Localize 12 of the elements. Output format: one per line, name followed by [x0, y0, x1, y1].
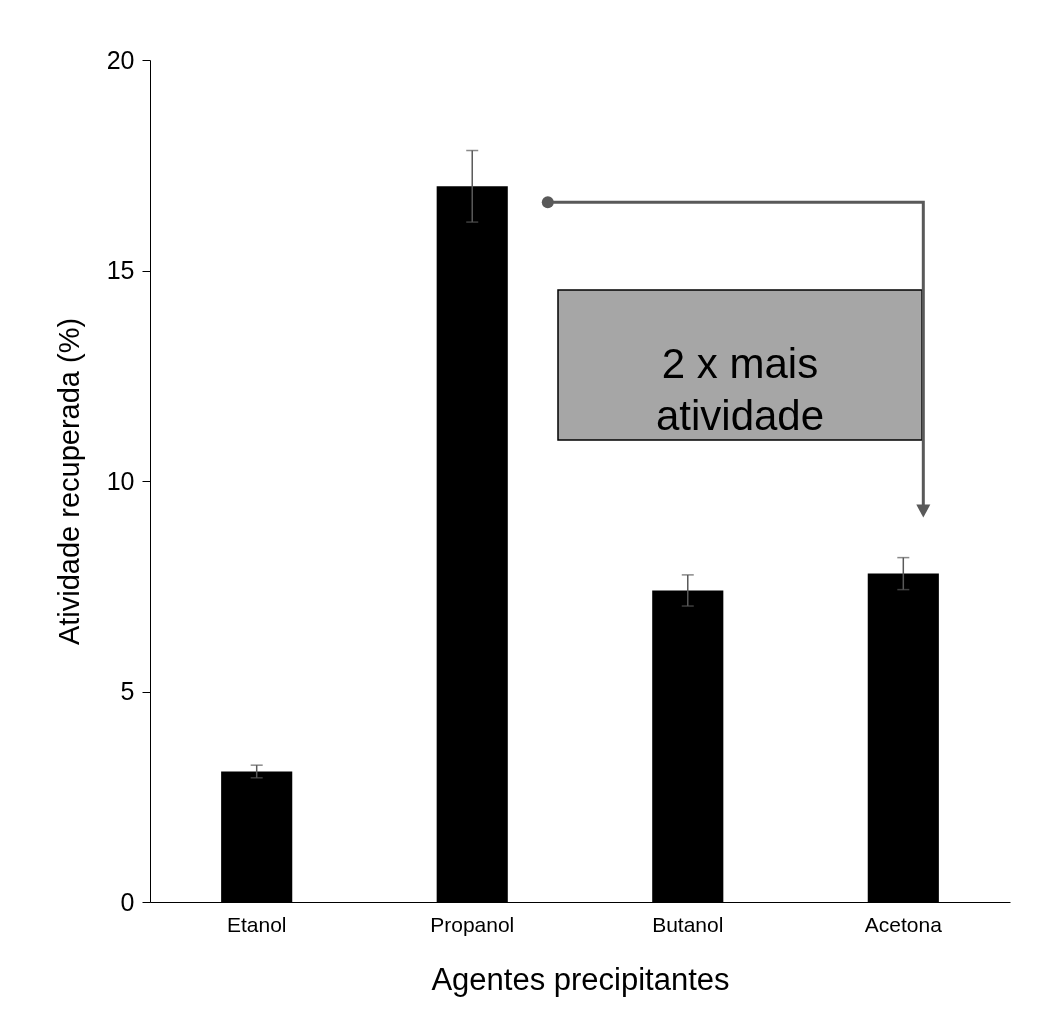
- x-tick-label: Propanol: [430, 912, 515, 936]
- y-tick-label: 5: [120, 677, 135, 705]
- annotation: 2 x mais atividade: [655, 340, 825, 439]
- y-tick-label: 15: [106, 256, 135, 284]
- x-axis-title: Agentes precipitantes: [431, 961, 730, 997]
- y-tick-label: 0: [120, 887, 135, 916]
- y-tick-label: 20: [106, 45, 135, 74]
- x-tick-label: Etanol: [226, 912, 287, 936]
- x-tick-label: Butanol: [652, 912, 724, 936]
- y-tick-label: 10: [106, 466, 135, 495]
- x-tick-label: Acetona: [864, 912, 943, 936]
- y-axis-title: Atividade recuperada (%): [52, 317, 85, 646]
